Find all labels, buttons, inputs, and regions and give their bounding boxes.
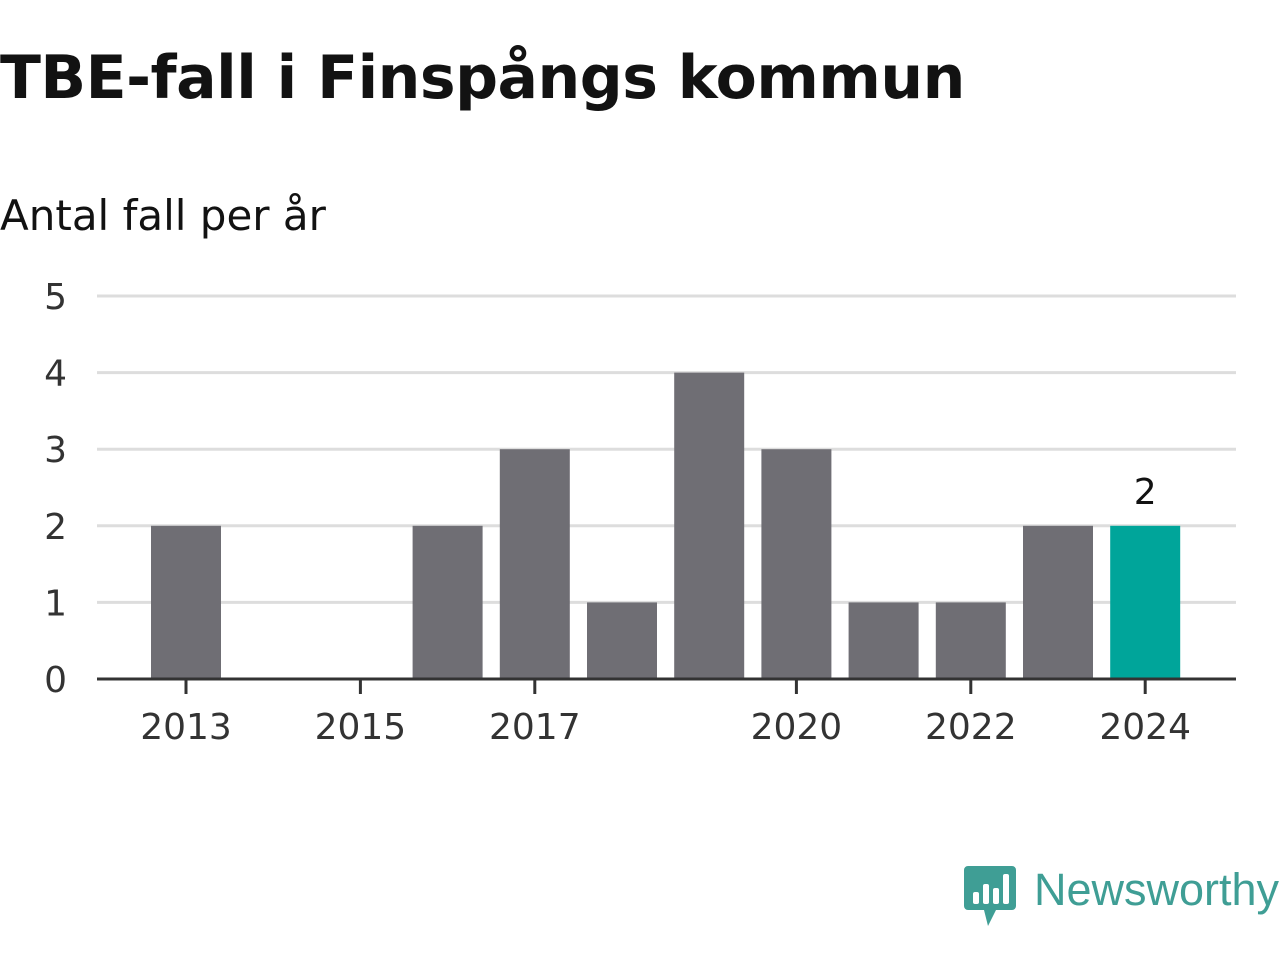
y-tick-label-4: 4	[44, 354, 67, 395]
bar-2013	[151, 525, 221, 679]
y-tick-label-0: 0	[44, 660, 67, 701]
y-tick-label-3: 3	[44, 430, 67, 471]
y-tick-label-2: 2	[44, 507, 67, 548]
x-tick-label-2024: 2024	[1099, 707, 1191, 748]
x-tick-label-2015: 2015	[315, 707, 407, 748]
x-tick-label-2022: 2022	[925, 707, 1017, 748]
bar-2023	[1023, 525, 1093, 679]
newsworthy-logo-icon	[964, 866, 1016, 926]
x-tick-label-2013: 2013	[140, 707, 232, 748]
x-tick-label-2020: 2020	[751, 707, 843, 748]
newsworthy-logo: Newsworthy	[964, 866, 1279, 926]
bar-2020	[761, 449, 832, 679]
bar-2021	[848, 602, 919, 679]
bar-2024	[1110, 525, 1181, 679]
y-tick-label-5: 5	[44, 277, 67, 318]
brand-name: Newsworthy	[1034, 864, 1280, 915]
x-tick-label-2017: 2017	[489, 707, 581, 748]
bar-2018	[587, 602, 657, 679]
y-tick-label-1: 1	[44, 583, 67, 624]
bar-2022	[935, 602, 1006, 679]
data-label-2024: 2	[1134, 472, 1157, 513]
bar-2019	[674, 372, 745, 679]
chart-title: TBE-fall i Finspångs kommun	[0, 43, 965, 113]
chart-subtitle: Antal fall per år	[0, 191, 326, 240]
bar-2016	[412, 525, 483, 679]
bar-chart: 0 1 2 3 4 5 2013 2015 2017 2020 2022 2024 2	[44, 277, 1236, 748]
bar-2017	[499, 449, 570, 679]
